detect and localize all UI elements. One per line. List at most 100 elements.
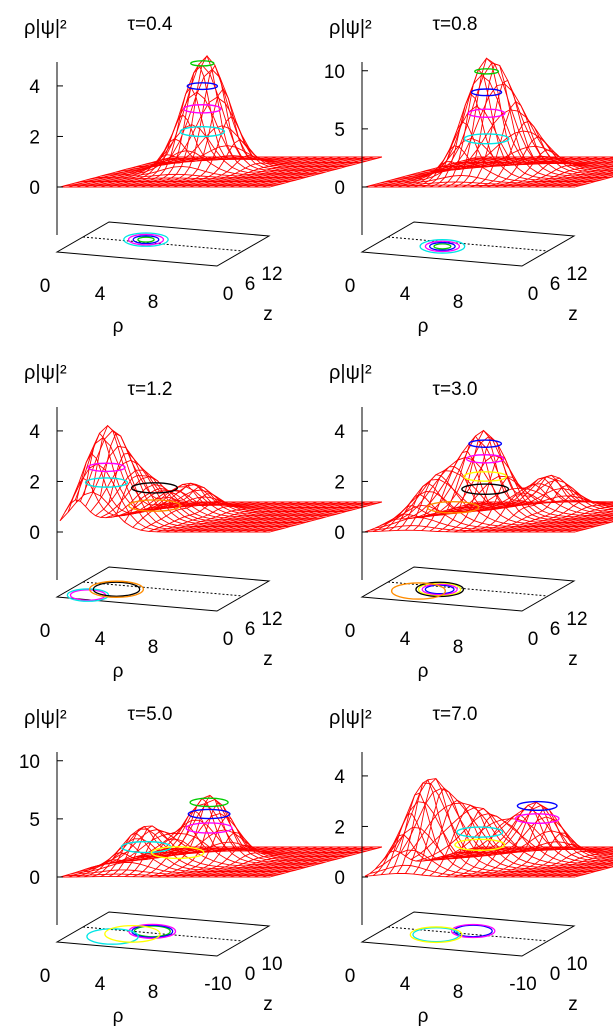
mesh-line	[429, 93, 542, 188]
mesh-line	[469, 474, 583, 533]
mesh-line	[550, 859, 613, 878]
surface-contour	[514, 813, 560, 825]
z-depth-tick-label: -10	[509, 974, 536, 995]
z-tick-label: 0	[334, 178, 345, 199]
floor-contour	[424, 584, 455, 595]
contour-floor	[360, 221, 576, 267]
surface-contour	[130, 482, 179, 494]
floor-contour	[123, 232, 169, 247]
floor-contour	[104, 924, 161, 943]
mesh-line	[181, 155, 294, 188]
z-tick-label: 10	[19, 752, 40, 773]
mesh-line	[197, 846, 310, 878]
mesh-line	[156, 501, 270, 533]
mesh-line	[502, 843, 613, 878]
surface-contour	[150, 846, 205, 860]
rho-axis-label: ρ	[418, 316, 429, 337]
mesh-line	[213, 156, 326, 188]
surface-contour	[456, 826, 504, 838]
rho-axis-label: ρ	[113, 661, 124, 682]
mesh-line	[172, 139, 286, 188]
z-tick-label: 0	[334, 523, 345, 544]
mesh-line	[221, 846, 334, 878]
mesh-line	[269, 846, 383, 878]
mesh-line	[124, 482, 237, 523]
mesh-line	[421, 450, 534, 531]
mesh-line	[526, 853, 613, 878]
floor-contour	[137, 236, 155, 243]
surface-contour	[183, 104, 222, 114]
floor-dotted-line	[387, 236, 549, 252]
z-depth-tick-label: 6	[550, 274, 561, 295]
rho-axis-label: ρ	[418, 661, 429, 682]
rho-tick-label: 8	[148, 982, 159, 1003]
tau-label: τ=0.4	[127, 14, 172, 35]
z-axis-label: ρ|ψ|²	[24, 707, 67, 729]
mesh-line	[534, 855, 613, 878]
mesh-line	[550, 169, 613, 188]
surface-contour	[465, 454, 505, 464]
rho-axis-label: ρ	[113, 316, 124, 337]
z-depth-tick-label: 0	[223, 629, 234, 650]
mesh-line	[510, 159, 613, 188]
mesh-line	[445, 436, 558, 533]
z-tick-label: 4	[29, 422, 40, 443]
mesh-line	[91, 424, 205, 508]
tau-label: τ=5.0	[127, 704, 172, 725]
surface-contour	[426, 500, 480, 514]
surface-contour	[467, 108, 506, 118]
mesh-line	[566, 519, 613, 533]
mesh-line	[253, 156, 366, 188]
z-depth-tick-label: 6	[550, 619, 561, 640]
z-depth-tick-label: 12	[566, 609, 587, 630]
mesh-line	[84, 156, 197, 188]
mesh-line	[380, 501, 494, 532]
z-axis-label: ρ|ψ|²	[24, 17, 67, 39]
z-tick-label: 2	[29, 472, 40, 493]
contour-floor	[55, 911, 271, 957]
floor-contour	[127, 233, 165, 246]
mesh-line	[518, 851, 613, 878]
surface-contour	[179, 126, 226, 138]
floor-contour	[133, 925, 171, 938]
contour-floor	[360, 566, 576, 612]
mesh-line	[75, 452, 189, 514]
mesh-line	[261, 156, 375, 188]
mesh-line	[189, 846, 302, 878]
mesh-line	[99, 433, 213, 507]
rho-tick-label: 0	[345, 621, 356, 642]
rho-tick-label: 8	[453, 292, 464, 313]
rho-tick-label: 4	[95, 284, 106, 305]
mesh-line	[494, 493, 607, 533]
mesh-line	[92, 156, 205, 188]
rho-tick-label: 8	[453, 982, 464, 1003]
mesh-line	[413, 145, 526, 188]
z-depth-axis-label: z	[568, 304, 578, 325]
mesh-line	[181, 501, 294, 533]
mesh-line	[100, 154, 213, 188]
z-depth-tick-label: 0	[223, 284, 234, 305]
mesh-line	[221, 501, 334, 533]
z-tick-label: 4	[334, 767, 345, 788]
z-depth-axis-label: z	[568, 649, 578, 670]
mesh-line	[59, 499, 173, 522]
mesh-line	[558, 862, 613, 878]
mesh-line	[372, 833, 486, 876]
z-axis-label: ρ|ψ|²	[24, 362, 67, 384]
mesh-line	[116, 825, 229, 878]
floor-contour	[66, 588, 110, 602]
z-tick-label: 5	[29, 810, 40, 831]
floor-dotted-line	[82, 581, 244, 597]
z-tick-label: 5	[334, 120, 345, 141]
mesh-line	[542, 167, 613, 188]
mesh-line	[574, 866, 613, 878]
mesh-line	[558, 172, 613, 188]
floor-contour	[409, 926, 463, 944]
mesh-line	[502, 156, 613, 188]
tau-label: τ=0.8	[432, 14, 477, 35]
mesh-line	[205, 501, 318, 533]
tau-label: τ=7.0	[432, 704, 477, 725]
mesh-line	[261, 501, 375, 533]
